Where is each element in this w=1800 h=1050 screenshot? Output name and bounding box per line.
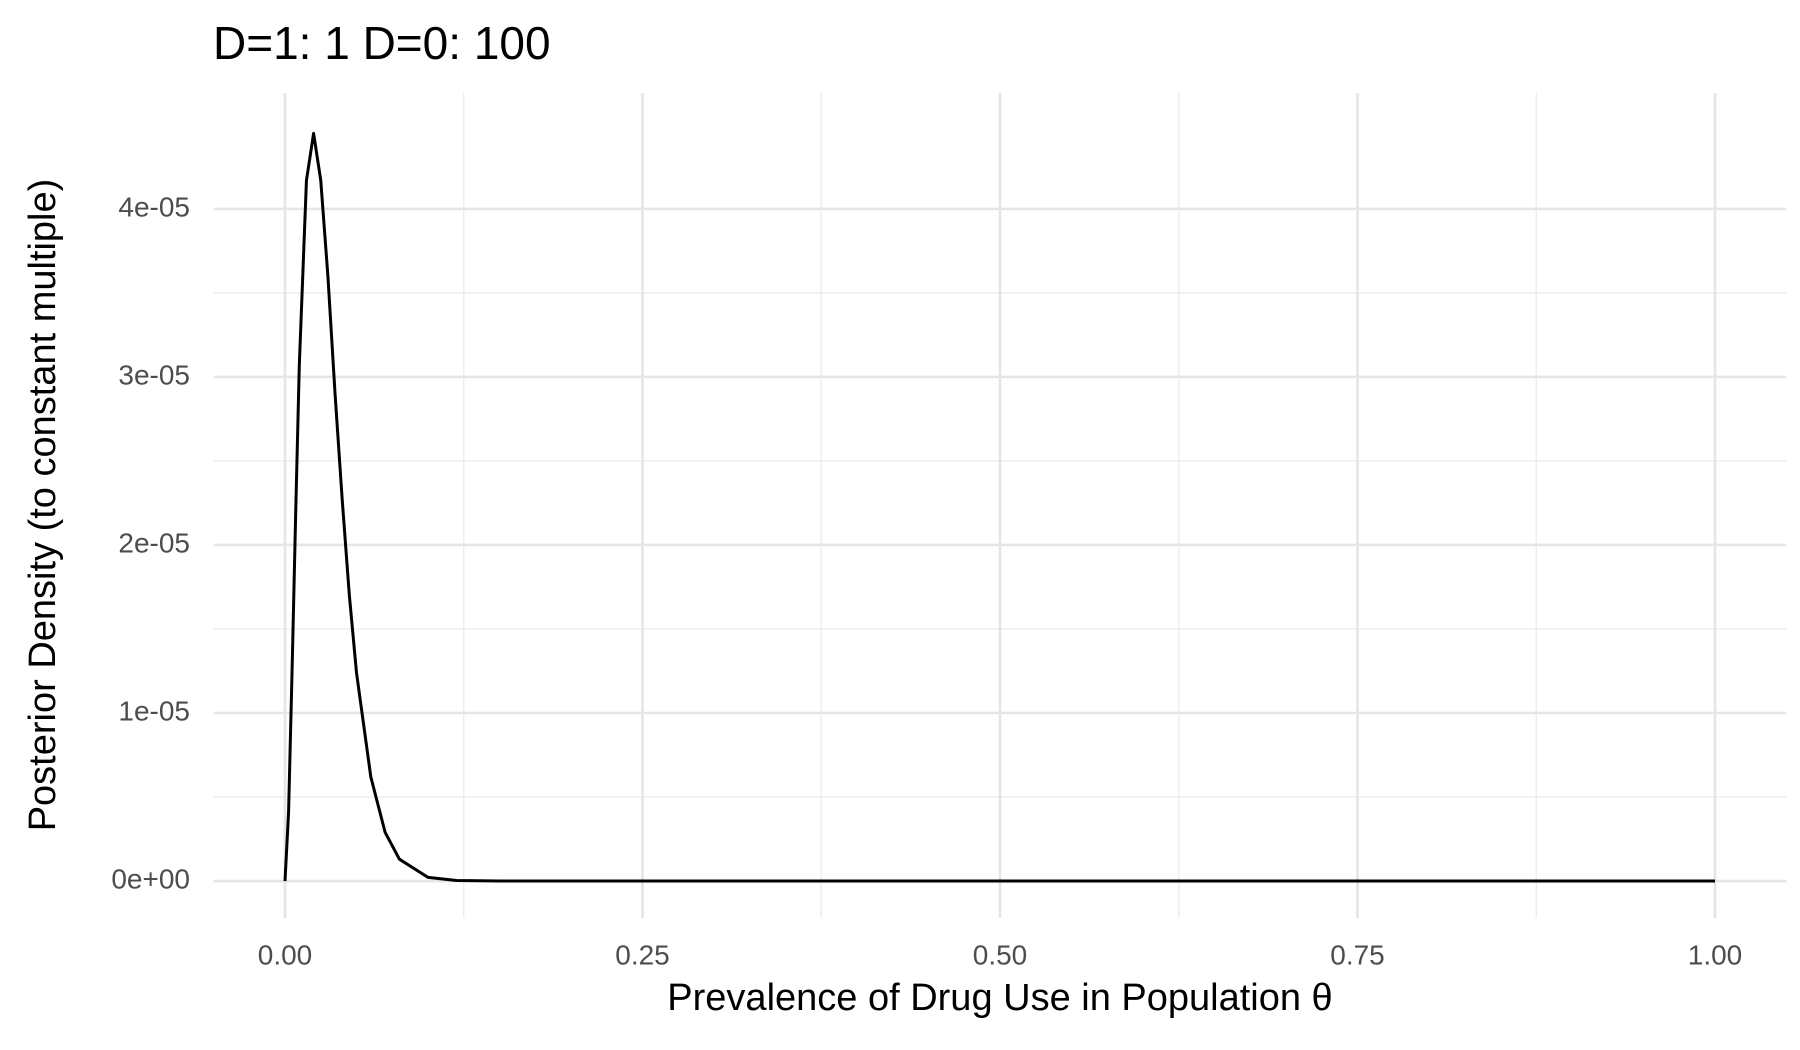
chart-title: D=1: 1 D=0: 100 [213, 17, 551, 69]
y-tick-label: 0e+00 [111, 863, 190, 894]
line-series [283, 131, 1715, 883]
y-tick-label: 4e-05 [118, 191, 190, 222]
x-tick-label: 0.50 [973, 939, 1028, 970]
y-tick-label: 1e-05 [118, 695, 190, 726]
x-tick-label: 0.75 [1330, 939, 1385, 970]
y-tick-label: 3e-05 [118, 359, 190, 390]
y-tick-label: 2e-05 [118, 527, 190, 558]
y-axis-title: Posterior Density (to constant multiple) [22, 179, 64, 832]
x-tick-label: 0.25 [615, 939, 670, 970]
x-tick-label: 1.00 [1688, 939, 1743, 970]
x-axis-title: Prevalence of Drug Use in Population θ [667, 977, 1332, 1019]
x-tick-label: 0.00 [258, 939, 313, 970]
